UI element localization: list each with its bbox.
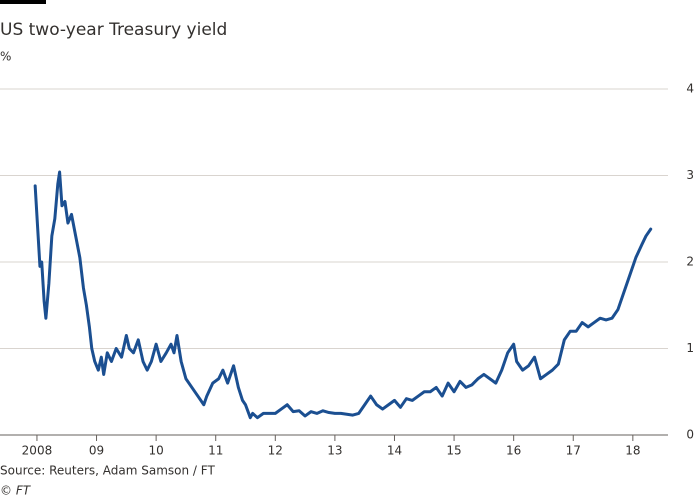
y-tick-label: 1 — [686, 341, 694, 355]
x-tick-label: 13 — [327, 444, 342, 458]
x-tick-label: 11 — [208, 444, 223, 458]
credit: © FT — [0, 484, 32, 498]
chart-title: US two-year Treasury yield — [0, 20, 227, 40]
x-tick-label: 17 — [566, 444, 581, 458]
brand-bar — [0, 0, 46, 4]
data-line — [33, 170, 653, 420]
y-tick-label: 0 — [686, 428, 694, 442]
source: Source: Reuters, Adam Samson / FT — [0, 464, 215, 478]
x-tick-label: 18 — [625, 444, 640, 458]
x-tick-label: 10 — [148, 444, 163, 458]
x-tick-label: 2008 — [22, 444, 53, 458]
x-tick-label: 15 — [446, 444, 461, 458]
x-tick-label: 09 — [89, 444, 104, 458]
y-tick-label: 2 — [686, 255, 694, 269]
x-tick-label: 16 — [506, 444, 521, 458]
y-tick-label: 3 — [686, 168, 694, 182]
x-tick-label: 12 — [268, 444, 283, 458]
chart-subtitle: % — [0, 50, 11, 64]
x-tick-label: 14 — [387, 444, 402, 458]
y-tick-label: 4 — [686, 82, 694, 96]
